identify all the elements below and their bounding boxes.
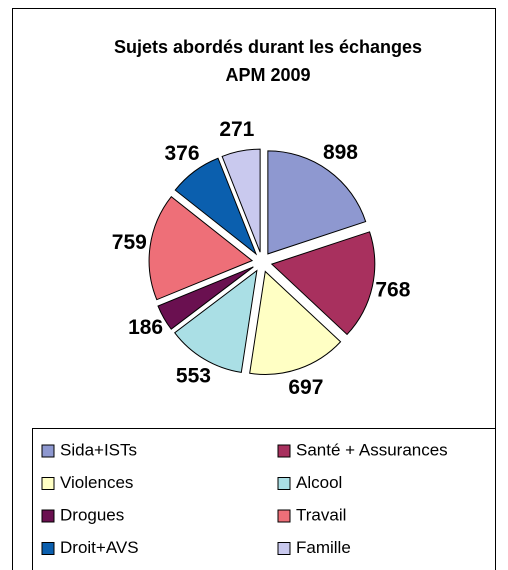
legend-label: Violences	[60, 473, 133, 492]
legend-label: Sida+ISTs	[60, 440, 137, 459]
value-label: 186	[128, 316, 163, 339]
pie-slice	[174, 157, 258, 256]
legend-swatch	[277, 509, 291, 523]
chart-subtitle: APM 2009	[225, 65, 310, 85]
legend-label: Travail	[296, 505, 346, 524]
value-label: 271	[219, 118, 254, 141]
legend-swatch	[41, 542, 55, 555]
legend-box	[32, 428, 496, 570]
legend-swatch	[277, 477, 291, 490]
pie-slice	[148, 196, 254, 301]
legend-swatch	[277, 444, 291, 458]
legend-label: Drogues	[60, 505, 124, 524]
legend-label: Droit+AVS	[60, 538, 139, 557]
pie-slice	[267, 150, 367, 255]
legend-label: Santé + Assurances	[296, 440, 448, 459]
value-label: 898	[323, 141, 358, 164]
chart-title: Sujets abordés durant les échanges	[114, 37, 422, 57]
pie-slice	[157, 266, 254, 330]
value-label: 759	[112, 231, 147, 254]
value-label: 376	[164, 142, 199, 165]
legend-label: Alcool	[296, 473, 342, 492]
value-label: 553	[176, 365, 211, 388]
value-label: 768	[375, 278, 410, 301]
pie-slice	[174, 269, 258, 373]
pie-slice	[270, 231, 376, 336]
legend-label: Famille	[296, 538, 351, 557]
legend-swatch	[277, 542, 291, 555]
legend-swatch	[41, 477, 55, 490]
value-label: 697	[288, 376, 323, 399]
pie-slice	[221, 148, 261, 253]
pie-slice	[249, 270, 342, 375]
legend-swatch	[41, 444, 55, 458]
legend-swatch	[41, 509, 55, 523]
